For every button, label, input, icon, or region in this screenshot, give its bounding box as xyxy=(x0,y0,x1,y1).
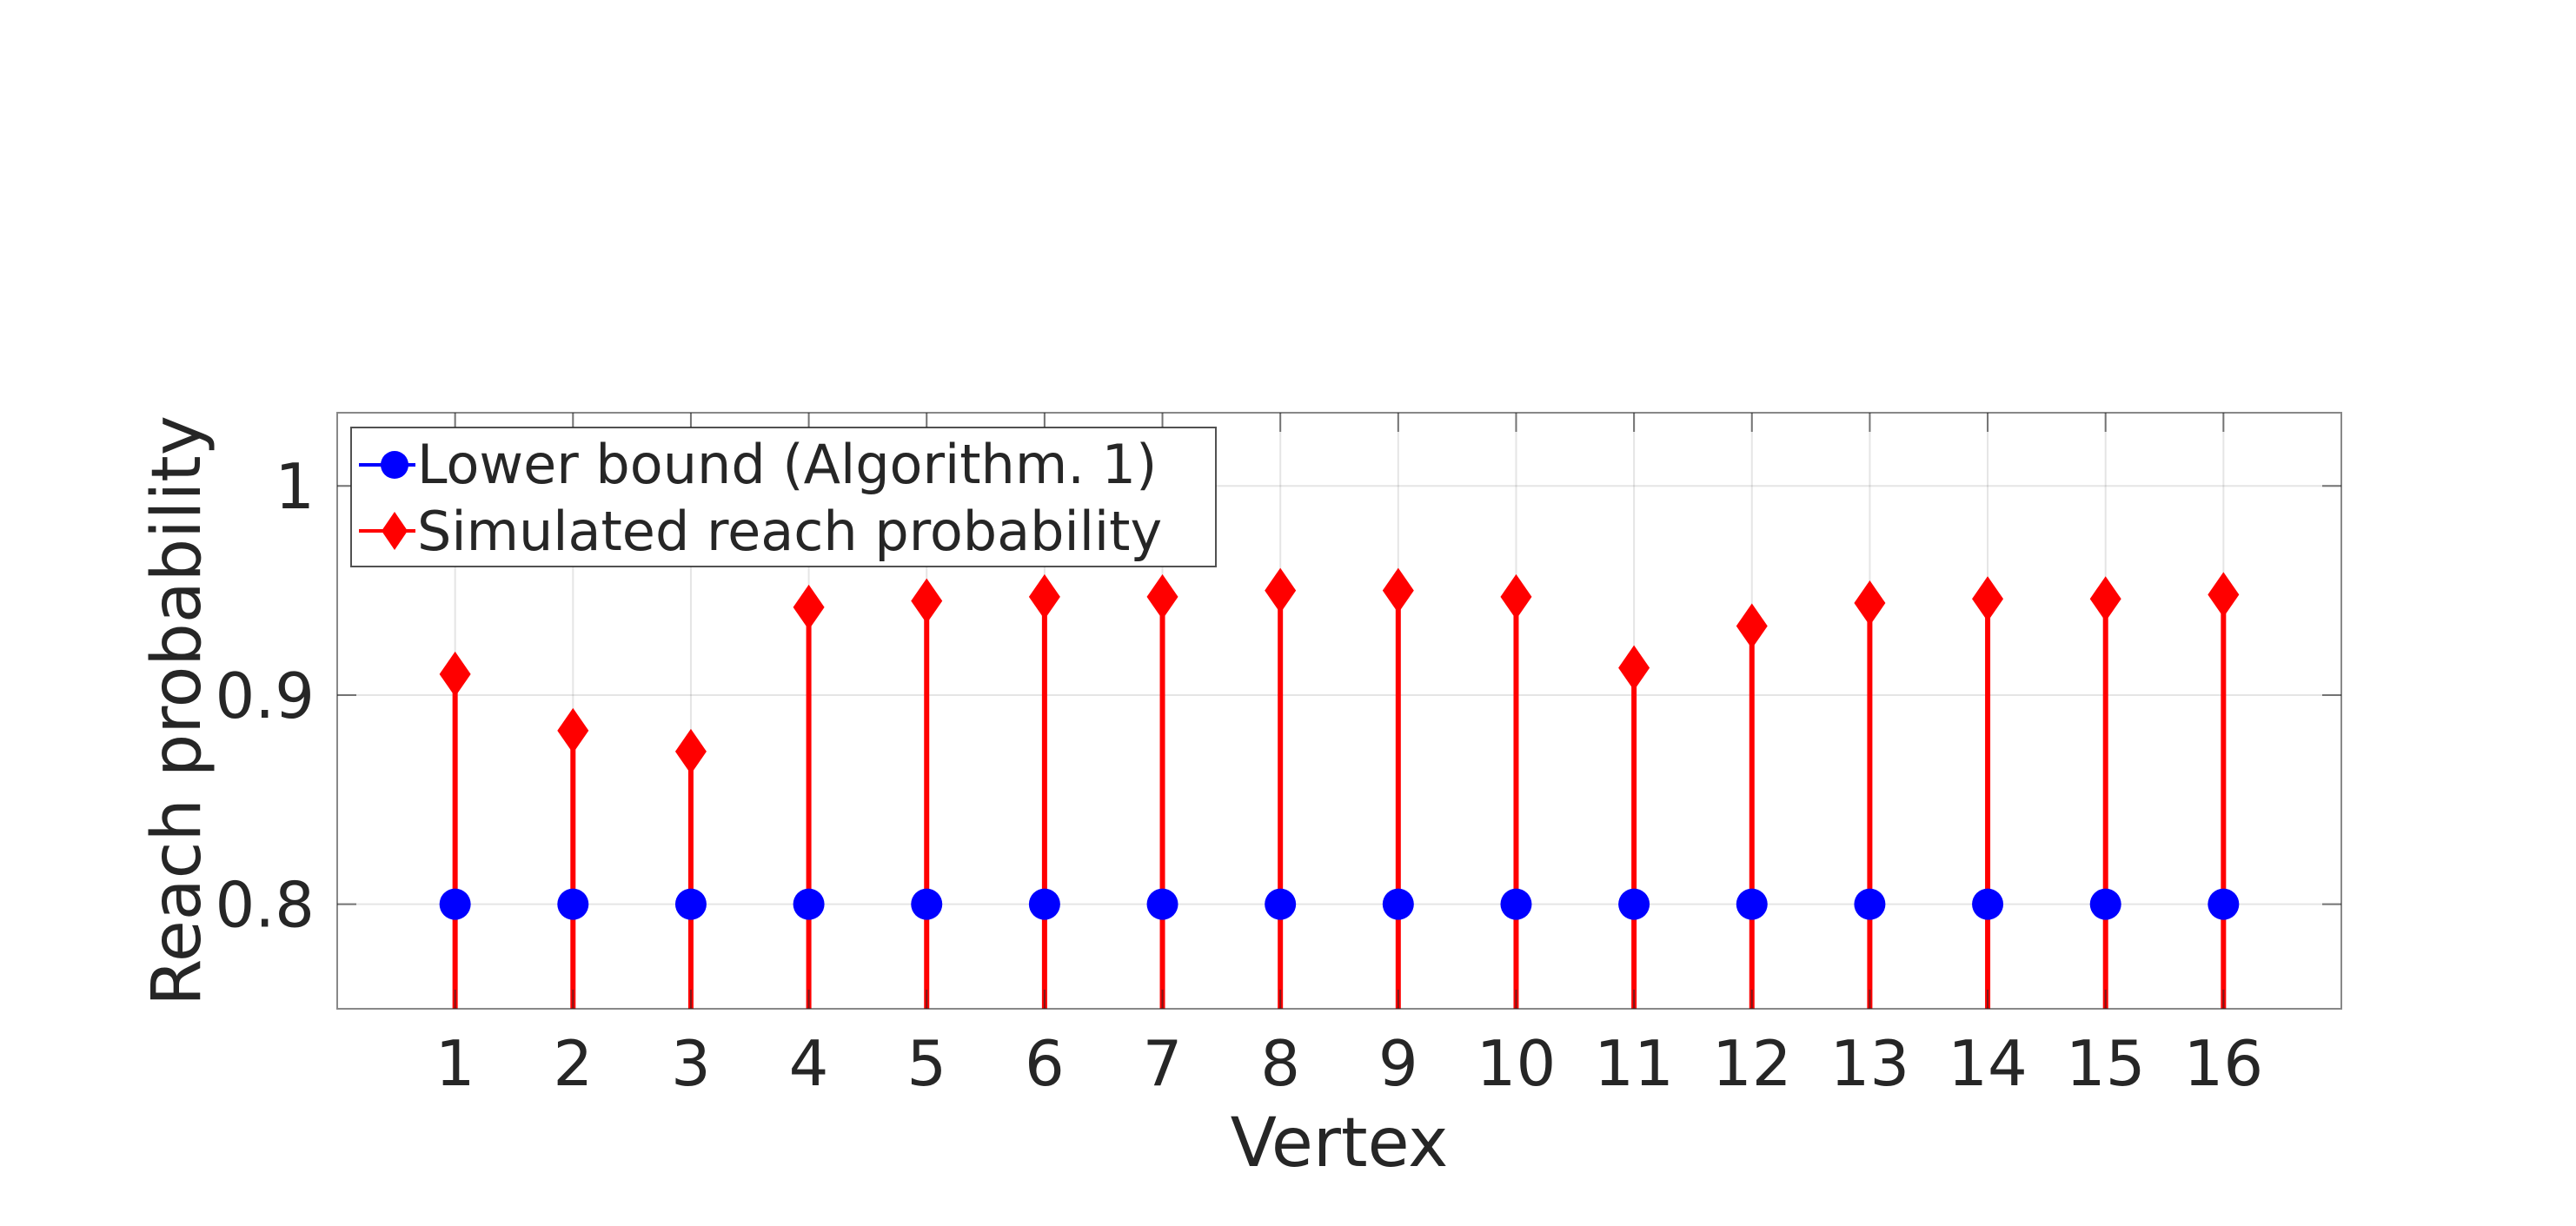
simulated-point xyxy=(439,651,471,697)
axis-ticks xyxy=(337,413,2341,1009)
simulated-point xyxy=(557,707,589,753)
simulated-point xyxy=(793,584,825,630)
simulated-point xyxy=(1618,645,1650,691)
x-tick-label: 9 xyxy=(1378,1027,1418,1100)
simulated-point xyxy=(674,728,707,774)
lower-bound-point xyxy=(1854,888,1886,920)
lower-bound-point xyxy=(557,888,589,920)
legend-circle-marker-icon xyxy=(381,451,408,479)
legend-diamond-marker-icon xyxy=(382,512,408,550)
x-tick-labels: 1 2 3 4 5 6 7 8 9 10 11 12 13 14 15 16 xyxy=(435,1027,2263,1100)
y-tick-label: 0.9 xyxy=(215,659,315,732)
x-tick-label: 15 xyxy=(2066,1027,2146,1100)
x-tick-label: 2 xyxy=(553,1027,593,1100)
legend: Lower bound (Algorithm. 1) Simulated rea… xyxy=(350,427,1217,567)
lower-bound-point xyxy=(1146,888,1178,920)
lower-bound-point xyxy=(1736,888,1768,920)
simulated-point xyxy=(1028,573,1060,620)
x-tick-label: 5 xyxy=(906,1027,946,1100)
lower-bound-point xyxy=(2089,888,2121,920)
lower-bound-point xyxy=(674,888,707,920)
legend-box xyxy=(350,427,1217,567)
x-tick-label: 7 xyxy=(1143,1027,1183,1100)
simulated-point xyxy=(1972,576,2004,622)
x-tick-label: 16 xyxy=(2184,1027,2264,1100)
simulated-point xyxy=(2089,576,2121,622)
x-tick-label: 14 xyxy=(1948,1027,2028,1100)
legend-label-simulated: Simulated reach probability xyxy=(417,500,1162,563)
simulated-point xyxy=(1736,603,1768,649)
stem-lines xyxy=(452,590,2227,1009)
x-tick-label: 12 xyxy=(1712,1027,1792,1100)
lower-bound-point xyxy=(1382,888,1414,920)
lower-bound-point xyxy=(793,888,825,920)
y-tick-labels: 0.8 0.9 1 xyxy=(215,450,315,941)
simulated-point xyxy=(1382,567,1414,613)
lower-bound-point xyxy=(911,888,943,920)
x-tick-label: 13 xyxy=(1830,1027,1910,1100)
x-tick-label: 1 xyxy=(435,1027,475,1100)
x-axis-title: Vertex xyxy=(1231,1104,1449,1183)
plot-frame xyxy=(336,412,2342,1010)
x-tick-label: 10 xyxy=(1477,1027,1557,1100)
x-tick-label: 11 xyxy=(1594,1027,1674,1100)
legend-entry-lower-bound: Lower bound (Algorithm. 1) xyxy=(359,433,1157,496)
simulated-point xyxy=(911,578,943,624)
lower-bound-point xyxy=(1500,888,1532,920)
lower-bound-point xyxy=(1028,888,1060,920)
lower-bound-point xyxy=(439,888,471,920)
x-tick-label: 6 xyxy=(1025,1027,1065,1100)
simulated-point xyxy=(1854,580,1886,626)
simulated-point xyxy=(1146,573,1178,620)
data-markers xyxy=(439,567,2240,920)
y-tick-label: 0.8 xyxy=(215,869,315,942)
simulated-point xyxy=(1265,567,1297,613)
y-axis-title: Reach probability xyxy=(138,415,216,1006)
legend-label-lower-bound: Lower bound (Algorithm. 1) xyxy=(417,433,1157,496)
lower-bound-point xyxy=(2208,888,2240,920)
legend-entry-simulated: Simulated reach probability xyxy=(359,500,1162,563)
x-tick-label: 8 xyxy=(1260,1027,1300,1100)
lower-bound-point xyxy=(1265,888,1297,920)
x-tick-label: 3 xyxy=(671,1027,711,1100)
x-tick-label: 4 xyxy=(789,1027,829,1100)
simulated-point xyxy=(2208,572,2240,618)
lower-bound-point xyxy=(1618,888,1650,920)
y-tick-label: 1 xyxy=(275,450,315,523)
lower-bound-point xyxy=(1972,888,2004,920)
simulated-point xyxy=(1500,573,1532,620)
